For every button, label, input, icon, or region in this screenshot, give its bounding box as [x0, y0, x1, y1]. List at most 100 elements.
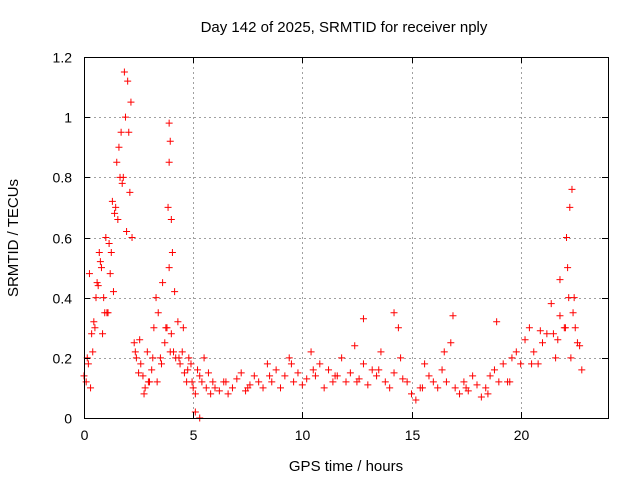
data-point	[135, 369, 143, 377]
data-point	[140, 390, 148, 398]
data-point	[175, 354, 183, 362]
data-point	[125, 128, 133, 136]
data-point	[473, 381, 481, 389]
data-point	[534, 360, 542, 368]
data-point	[88, 330, 96, 338]
data-point	[141, 384, 149, 392]
data-point	[521, 336, 529, 344]
x-tick-label: 5	[190, 427, 198, 443]
data-point	[92, 294, 100, 302]
data-point	[167, 330, 175, 338]
data-point	[331, 372, 339, 380]
data-point	[139, 372, 147, 380]
axis-ticks: 0 5 10 15 20 0 0.2 0.4 0.6 0.8 1 1.2	[53, 50, 608, 443]
data-point	[156, 354, 164, 362]
data-point	[484, 390, 492, 398]
data-point	[566, 203, 574, 211]
y-tick-label: 0.2	[53, 351, 73, 367]
data-point	[85, 270, 93, 278]
data-point	[189, 384, 197, 392]
data-point	[167, 215, 175, 223]
data-point	[552, 354, 560, 362]
data-point	[547, 300, 555, 308]
data-point	[482, 384, 490, 392]
data-point	[554, 336, 562, 344]
y-tick-label: 1.2	[53, 50, 73, 66]
data-point	[512, 348, 520, 356]
data-point	[108, 197, 116, 205]
data-point	[429, 378, 437, 386]
x-tick-label: 0	[81, 427, 89, 443]
data-point	[549, 330, 557, 338]
data-point	[477, 393, 485, 401]
data-point	[180, 369, 188, 377]
data-point	[390, 309, 398, 317]
data-point	[91, 324, 99, 332]
data-point	[123, 227, 131, 235]
data-point	[536, 327, 544, 335]
data-point	[171, 288, 179, 296]
data-point	[207, 390, 215, 398]
data-point	[198, 378, 206, 386]
data-point	[200, 354, 208, 362]
y-tick-label: 0.6	[53, 231, 73, 247]
data-point	[148, 366, 156, 374]
data-point	[188, 378, 196, 386]
data-point	[421, 360, 429, 368]
data-point	[462, 384, 470, 392]
data-point	[456, 390, 464, 398]
data-point	[211, 384, 219, 392]
data-point	[131, 348, 139, 356]
data-point	[97, 264, 105, 272]
data-point	[112, 203, 120, 211]
y-tick-label: 0	[64, 411, 72, 427]
data-point	[136, 336, 144, 344]
data-point	[325, 366, 333, 374]
data-point	[408, 390, 415, 398]
data-point	[346, 369, 354, 377]
data-point	[117, 128, 125, 136]
data-point	[563, 234, 571, 241]
data-point	[263, 360, 271, 368]
data-point	[434, 384, 442, 392]
data-point	[342, 378, 350, 386]
data-point	[162, 324, 170, 332]
data-point	[222, 378, 230, 386]
data-point	[174, 318, 182, 326]
data-point	[359, 360, 367, 368]
data-point	[90, 318, 98, 326]
data-point	[303, 375, 311, 383]
data-point	[250, 372, 258, 380]
data-point	[571, 324, 579, 332]
x-axis-label: GPS time / hours	[289, 458, 403, 475]
data-point	[187, 360, 195, 368]
data-point	[499, 360, 507, 368]
data-point	[508, 354, 516, 362]
data-point	[311, 372, 319, 380]
data-point	[118, 179, 126, 187]
data-point	[99, 330, 107, 338]
data-point	[486, 372, 494, 380]
data-point	[96, 258, 104, 266]
data-point	[102, 234, 110, 241]
data-point	[150, 324, 158, 332]
data-point	[103, 309, 111, 317]
data-point	[165, 119, 173, 127]
data-point	[368, 366, 376, 374]
y-tick-label: 1	[64, 110, 72, 126]
data-point	[152, 294, 160, 302]
grid-lines	[84, 57, 608, 418]
data-point	[351, 342, 359, 350]
data-point	[204, 369, 212, 377]
data-point	[556, 312, 564, 320]
data-point	[469, 372, 477, 380]
data-point	[128, 234, 136, 241]
data-point	[364, 381, 372, 389]
data-point	[309, 366, 317, 374]
x-tick-label: 15	[405, 427, 421, 443]
data-point	[100, 294, 108, 302]
data-point	[390, 369, 398, 377]
data-point	[353, 378, 361, 386]
data-point	[107, 249, 115, 257]
data-point	[166, 137, 174, 145]
